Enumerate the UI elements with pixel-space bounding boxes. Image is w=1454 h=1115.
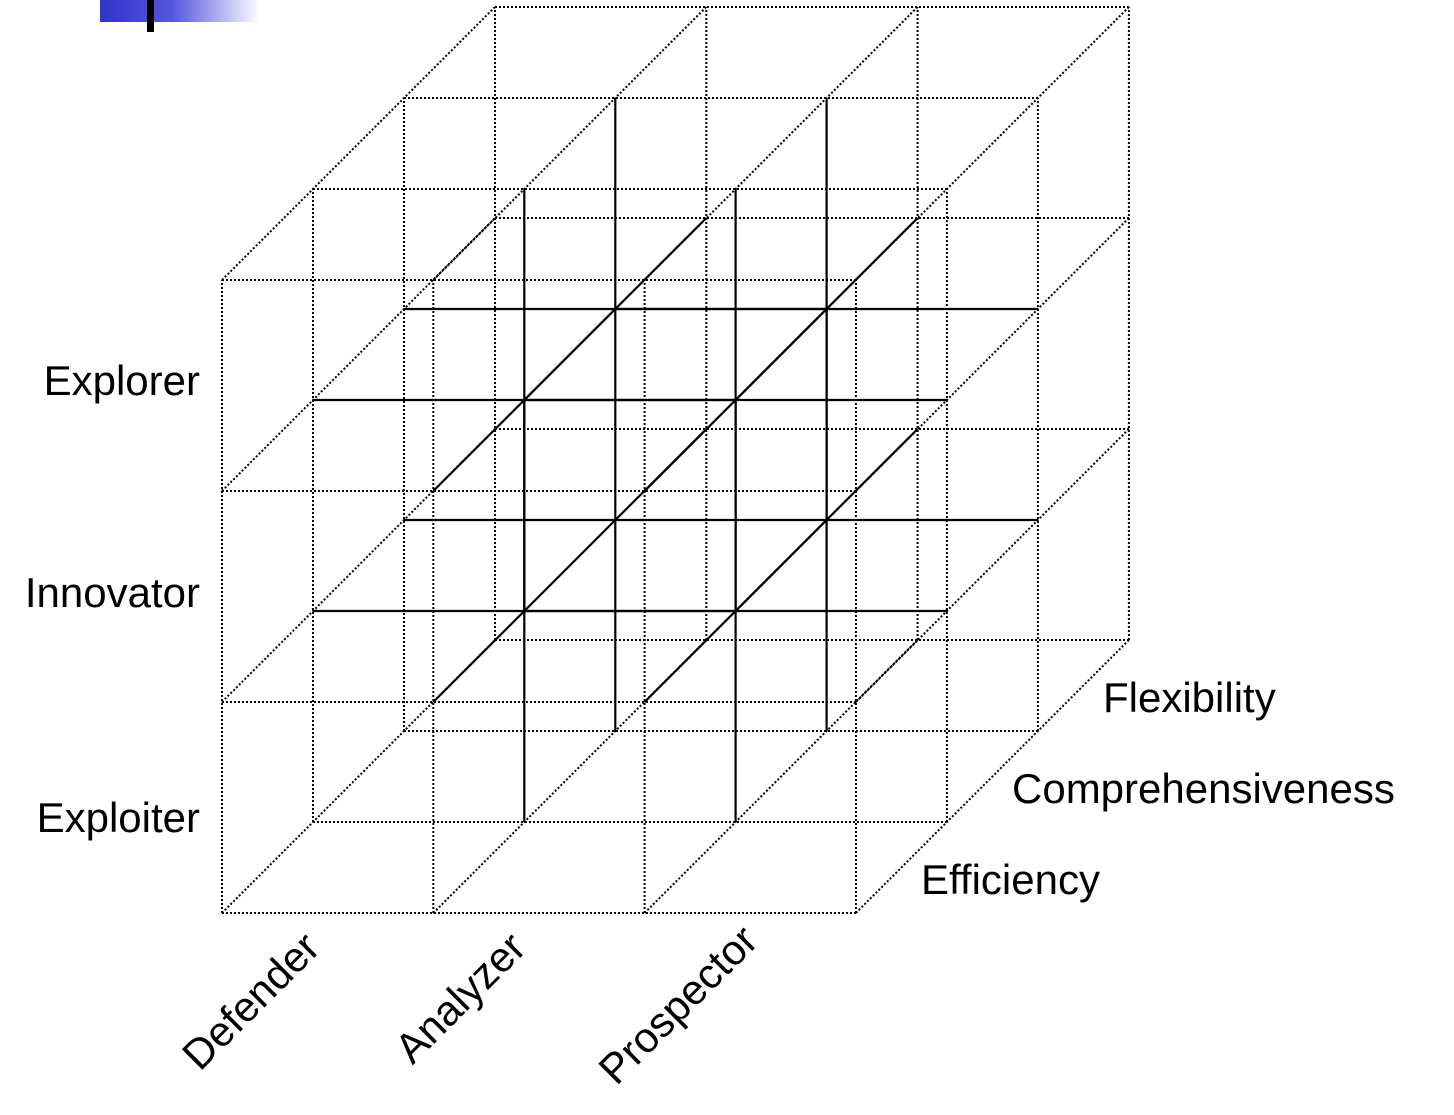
grid-line-depth bbox=[643, 6, 919, 281]
depth-label-comprehensiveness: Comprehensiveness bbox=[1012, 765, 1395, 812]
grid-line-depth bbox=[855, 428, 1130, 703]
grid-line-depth bbox=[432, 6, 708, 281]
grid-line-depth bbox=[221, 217, 496, 492]
grid-line-depth bbox=[643, 639, 919, 914]
highlight-edge bbox=[523, 308, 617, 401]
row-label-explorer: Explorer bbox=[44, 357, 200, 404]
highlighted-cell bbox=[523, 307, 828, 613]
title-decoration-bar bbox=[100, 0, 260, 32]
grid-line-depth bbox=[221, 6, 496, 281]
column-label-prospector: Prospector bbox=[590, 916, 767, 1093]
grid-line-depth bbox=[855, 217, 1130, 492]
highlight-edge bbox=[734, 519, 828, 612]
column-label-defender: Defender bbox=[173, 923, 328, 1078]
row-label-exploiter: Exploiter bbox=[37, 794, 200, 841]
cube-grid bbox=[221, 6, 1130, 914]
highlight-edge bbox=[734, 308, 828, 401]
depth-label-efficiency: Efficiency bbox=[921, 856, 1100, 903]
grid-line-depth bbox=[855, 639, 1130, 914]
column-label-analyzer: Analyzer bbox=[386, 923, 535, 1072]
depth-label-flexibility: Flexibility bbox=[1103, 674, 1276, 721]
grid-line-depth bbox=[855, 6, 1130, 281]
row-label-innovator: Innovator bbox=[25, 569, 200, 616]
